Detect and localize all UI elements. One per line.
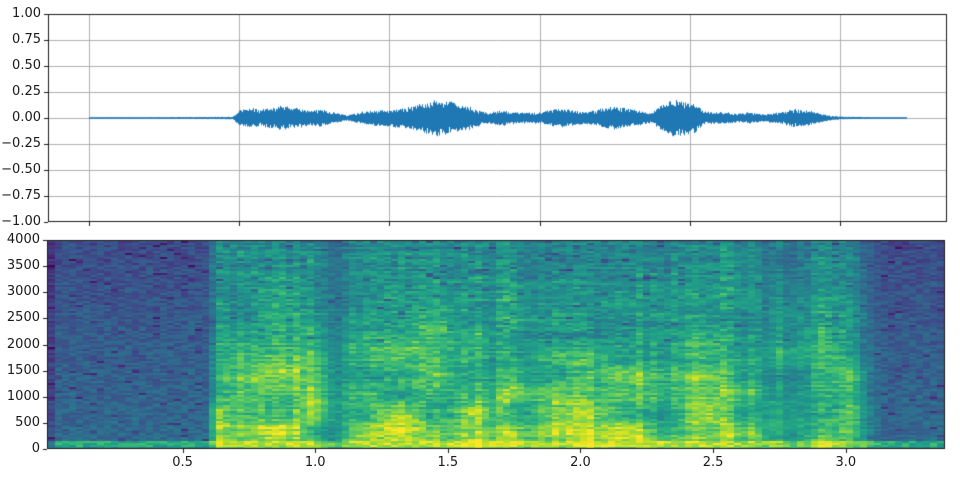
spectrogram-xtick-label: 3.0 [835,455,857,470]
spectrogram-ytick-label: 3500 [6,258,40,274]
waveform-ytick-label: 1.00 [12,6,41,21]
spectrogram-xtick-label: 2.5 [702,455,724,470]
waveform-ytick-label: 0.25 [12,84,41,99]
spectrogram-xtick-label: 1.5 [437,455,459,470]
waveform-ytick-label: −0.25 [1,136,41,151]
waveform-ytick-label: −0.50 [1,162,41,177]
spectrogram-ytick-label: 500 [15,414,40,430]
waveform-ytick-label: 0.00 [12,110,41,125]
spectrogram-ytick-label: 4000 [6,232,40,247]
spectrogram-ytick-label: 2000 [6,336,40,352]
waveform-ytick-label: −0.75 [1,188,41,203]
spectrogram-xtick-label: 2.0 [570,455,591,470]
spectrogram-ytick-label: 3000 [6,284,40,300]
waveform-ytick-label: 0.50 [12,58,41,73]
spectrogram-ytick-label: 1500 [6,362,40,378]
spectrogram-ytick-label: 1000 [6,388,40,404]
waveform-ytick-label: −1.00 [1,214,41,229]
spectrogram-ytick-label: 2500 [6,310,40,326]
spectrogram-xtick-label: 1.0 [304,455,326,470]
waveform-ytick-label: 0.75 [12,32,41,47]
spectrogram-ytick-label: 0 [31,441,40,456]
spectrogram-xtick-label: 0.5 [172,455,193,470]
